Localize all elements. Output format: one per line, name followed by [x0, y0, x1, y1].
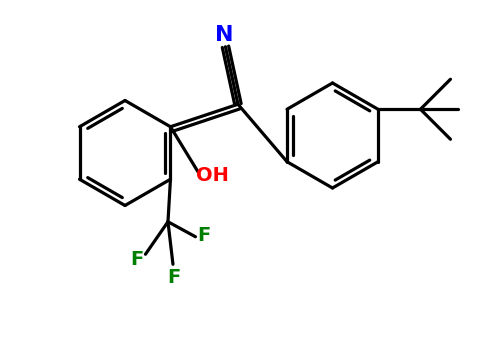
- Text: F: F: [198, 226, 210, 245]
- Text: N: N: [214, 25, 233, 45]
- Text: F: F: [130, 250, 143, 269]
- Text: OH: OH: [196, 166, 228, 185]
- Text: F: F: [168, 268, 180, 287]
